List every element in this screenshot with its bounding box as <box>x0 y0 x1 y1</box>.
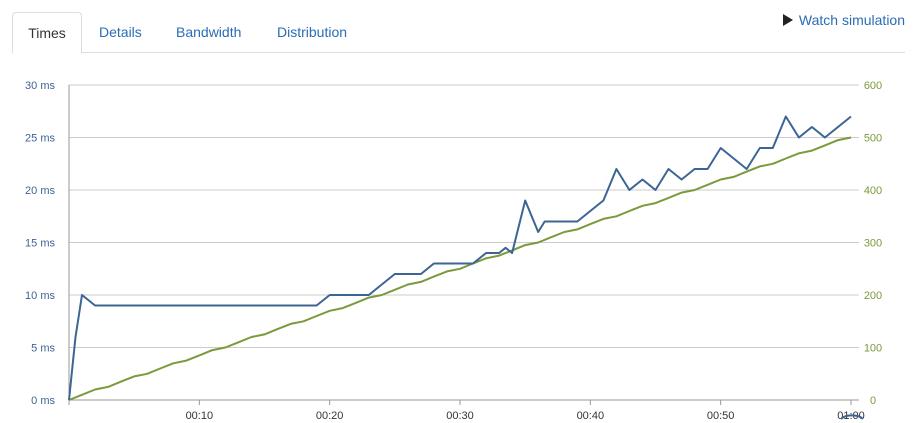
left-tick-label: 5 ms <box>31 343 55 355</box>
watch-simulation-button[interactable]: Watch simulation <box>782 12 905 28</box>
x-tick-label: 00:20 <box>316 410 344 422</box>
tab-distribution[interactable]: Distribution <box>277 24 348 40</box>
tab-times[interactable]: Times <box>12 12 82 54</box>
tab-details[interactable]: Details <box>99 24 142 40</box>
left-tick-label: 20 ms <box>25 185 55 197</box>
right-tick-label: 0 <box>870 395 876 407</box>
tab-bandwidth[interactable]: Bandwidth <box>176 24 242 40</box>
right-tick-label: 400 <box>864 185 882 197</box>
play-icon <box>782 14 793 26</box>
left-tick-label: 30 ms <box>25 80 55 92</box>
tab-bar-divider <box>12 52 905 53</box>
right-tick-label: 600 <box>864 80 882 92</box>
x-tick-label: 00:50 <box>707 410 735 422</box>
left-tick-label: 10 ms <box>25 290 55 302</box>
x-tick-label: 00:30 <box>446 410 474 422</box>
right-tick-label: 500 <box>864 133 882 145</box>
right-tick-label: 300 <box>864 238 882 250</box>
x-tick-label: 00:10 <box>186 410 214 422</box>
left-tick-label: 25 ms <box>25 133 55 145</box>
right-tick-label: 100 <box>864 343 882 355</box>
left-tick-label: 0 ms <box>31 395 55 407</box>
right-tick-label: 200 <box>864 290 882 302</box>
series-line-times <box>68 115 852 401</box>
watch-simulation-label: Watch simulation <box>798 12 905 28</box>
series-line-users <box>68 136 852 401</box>
end-marker-icon <box>840 414 864 420</box>
tab-bar: Times Details Bandwidth Distribution Wat… <box>0 0 913 54</box>
x-tick-label: 00:40 <box>577 410 605 422</box>
times-chart: 0 ms 0 5 ms 100 10 ms 200 15 ms 300 20 ms 400 25 m… <box>25 80 882 422</box>
left-tick-label: 15 ms <box>25 238 55 250</box>
